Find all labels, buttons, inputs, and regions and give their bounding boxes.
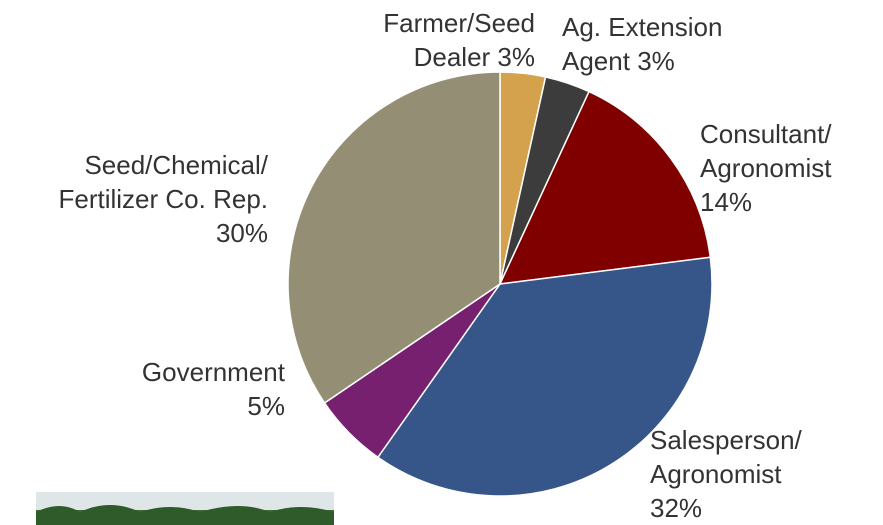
- pie-slice: [376, 256, 713, 497]
- pie-slice: [287, 71, 501, 405]
- slice-label: Ag. Extension Agent 3%: [562, 10, 762, 78]
- slice-label: Farmer/Seed Dealer 3%: [360, 6, 535, 74]
- value-label: 14%: [700, 187, 753, 217]
- value-label: 30%: [215, 218, 268, 248]
- photo-thumbnail: [36, 492, 334, 525]
- slice-label: Consultant/ Agronomist 14%: [700, 117, 880, 219]
- slice-label: Government 5%: [105, 355, 285, 423]
- category-label: Government: [141, 357, 285, 387]
- value-label: 3%: [497, 42, 535, 72]
- category-label: Ag. Extension Agent: [562, 12, 723, 76]
- value-label: 32%: [650, 493, 703, 523]
- value-label: 5%: [247, 391, 285, 421]
- category-label: Farmer/Seed Dealer: [383, 8, 535, 72]
- category-label: Salesperson/ Agronomist: [650, 425, 802, 489]
- pie-slice: [498, 90, 712, 285]
- slice-label: Seed/Chemical/ Fertilizer Co. Rep. 30%: [10, 148, 269, 250]
- value-label: 3%: [637, 46, 675, 76]
- category-label: Consultant/ Agronomist: [700, 119, 832, 183]
- category-label: Seed/Chemical/ Fertilizer Co. Rep.: [58, 150, 269, 214]
- slice-label: Salesperson/ Agronomist 32%: [650, 423, 830, 525]
